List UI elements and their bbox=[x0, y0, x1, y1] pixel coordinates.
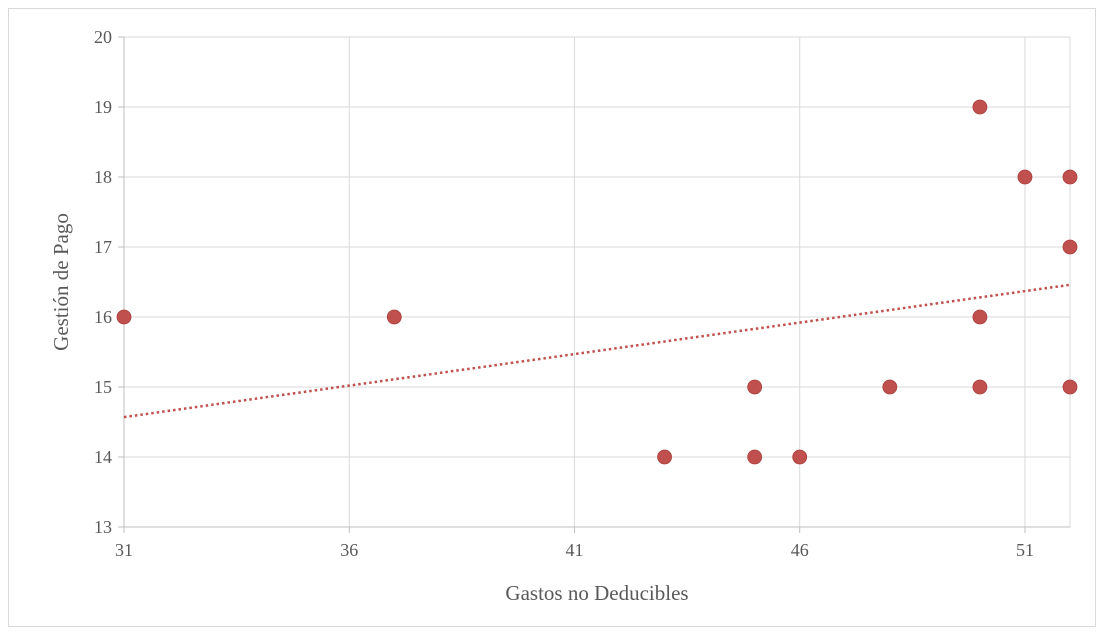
data-point bbox=[972, 99, 988, 115]
data-points bbox=[116, 99, 1078, 465]
y-tick-label: 20 bbox=[94, 27, 112, 47]
y-tick-label: 18 bbox=[94, 167, 112, 187]
data-point bbox=[1062, 239, 1078, 255]
y-axis-title: Gestión de Pago bbox=[49, 213, 73, 351]
data-point bbox=[747, 449, 763, 465]
x-tick-label: 31 bbox=[115, 540, 133, 560]
x-tick-label: 36 bbox=[340, 540, 358, 560]
data-point bbox=[747, 379, 763, 395]
data-point bbox=[1017, 169, 1033, 185]
y-tick-label: 15 bbox=[94, 377, 112, 397]
data-point bbox=[972, 309, 988, 325]
data-point bbox=[882, 379, 898, 395]
data-point bbox=[657, 449, 672, 465]
x-axis-tick-labels: 31 36 41 46 51 bbox=[115, 540, 1034, 560]
y-tick-label: 19 bbox=[94, 97, 112, 117]
y-axis-tick-labels: 13 14 15 16 17 18 19 20 bbox=[94, 27, 112, 537]
data-point bbox=[1062, 169, 1078, 185]
y-axis-ticks bbox=[118, 36, 124, 528]
vertical-gridlines bbox=[348, 37, 1071, 527]
x-axis-ticks bbox=[123, 527, 1026, 533]
data-point bbox=[792, 449, 808, 465]
data-point bbox=[972, 379, 988, 395]
x-tick-label: 41 bbox=[565, 540, 583, 560]
data-point bbox=[386, 309, 402, 325]
y-tick-label: 14 bbox=[94, 447, 112, 467]
y-tick-label: 13 bbox=[94, 517, 112, 537]
y-tick-label: 17 bbox=[94, 237, 112, 257]
data-point bbox=[1062, 379, 1078, 395]
x-tick-label: 46 bbox=[791, 540, 809, 560]
x-tick-label: 51 bbox=[1016, 540, 1034, 560]
x-axis-title: Gastos no Deducibles bbox=[505, 581, 688, 605]
data-point bbox=[116, 309, 132, 325]
y-tick-label: 16 bbox=[94, 307, 112, 327]
trendline bbox=[123, 283, 1071, 419]
horizontal-gridlines bbox=[124, 36, 1070, 458]
